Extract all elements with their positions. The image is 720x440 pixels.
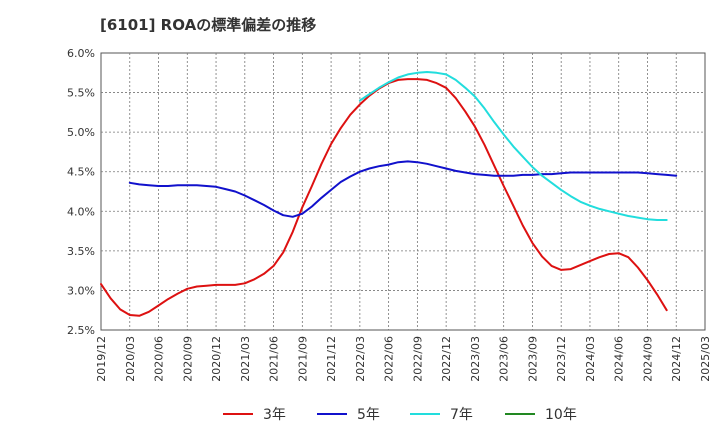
y-tick-label: 4.5% [67, 166, 95, 179]
chart-title: [6101] ROAの標準偏差の推移 [100, 16, 317, 34]
legend-label-1: 3年 [263, 407, 286, 423]
x-tick-label: 2024/09 [641, 336, 654, 382]
x-tick-label: 2022/06 [383, 336, 396, 382]
x-tick-label: 2023/03 [469, 336, 482, 382]
x-tick-label: 2025/03 [699, 336, 712, 382]
x-axis: 2019/12 2020/03 2020/06 2020/09 2020/12 2021/… [95, 336, 712, 382]
x-tick-label: 2021/12 [325, 336, 338, 382]
y-tick-label: 5.5% [67, 87, 95, 100]
x-tick-label: 2024/12 [670, 336, 683, 382]
x-tick-label: 2024/03 [584, 336, 597, 382]
plot-area [100, 52, 706, 331]
x-tick-label: 2023/12 [555, 336, 568, 382]
x-tick-label: 2020/12 [210, 336, 223, 382]
series-line-3 [358, 71, 668, 221]
x-tick-label: 2022/03 [354, 336, 367, 382]
y-tick-label: 3.5% [67, 245, 95, 258]
x-tick-label: 2021/09 [296, 336, 309, 382]
y-axis: 2.5% 3.0% 3.5% 4.0% 4.5% 5.0% 5.5% 6.0% [67, 47, 95, 337]
series-line-2 [128, 160, 678, 218]
y-tick-label: 6.0% [67, 47, 95, 60]
x-tick-label: 2019/12 [95, 336, 108, 382]
x-tick-label: 2023/06 [498, 336, 511, 382]
x-tick-label: 2022/09 [411, 336, 424, 382]
legend: 3年 5年 7年 10年 [223, 407, 577, 423]
x-tick-label: 2022/12 [440, 336, 453, 382]
x-tick-label: 2020/06 [153, 336, 166, 382]
y-tick-label: 2.5% [67, 324, 95, 337]
legend-label-2: 5年 [357, 407, 380, 423]
y-tick-label: 3.0% [67, 284, 95, 297]
x-tick-label: 2024/06 [613, 336, 626, 382]
x-tick-label: 2020/09 [181, 336, 194, 382]
y-tick-label: 5.0% [67, 126, 95, 139]
y-tick-label: 4.0% [67, 205, 95, 218]
legend-label-4: 10年 [545, 407, 577, 423]
series-lines [100, 71, 678, 317]
x-tick-label: 2023/09 [526, 336, 539, 382]
legend-label-3: 7年 [450, 407, 473, 423]
x-tick-label: 2021/03 [239, 336, 252, 382]
x-tick-label: 2021/06 [268, 336, 281, 382]
grid [101, 53, 705, 330]
x-tick-label: 2020/03 [124, 336, 137, 382]
